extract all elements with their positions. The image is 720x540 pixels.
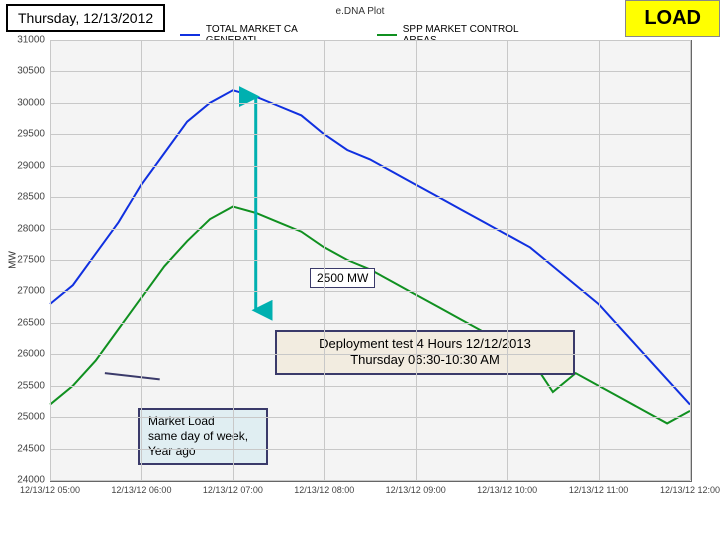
gridline-h xyxy=(50,197,690,198)
gridline-v xyxy=(324,40,325,480)
series-line-spp_market xyxy=(50,207,690,424)
gridline-h xyxy=(50,386,690,387)
gridline-v xyxy=(690,40,691,480)
ytick-label: 29000 xyxy=(5,160,45,171)
ytick-label: 25500 xyxy=(5,380,45,391)
xtick-label: 12/13/12 08:00 xyxy=(294,485,354,495)
xtick-label: 12/13/12 05:00 xyxy=(20,485,80,495)
ytick-label: 28000 xyxy=(5,223,45,234)
ytick-label: 24500 xyxy=(5,443,45,454)
gridline-v xyxy=(50,40,51,480)
gridline-h xyxy=(50,260,690,261)
ytick-label: 26500 xyxy=(5,317,45,328)
ytick-label: 29500 xyxy=(5,129,45,140)
gridline-h xyxy=(50,291,690,292)
gridline-h xyxy=(50,323,690,324)
ytick-label: 26000 xyxy=(5,349,45,360)
ytick-label: 24000 xyxy=(5,475,45,486)
legend-swatch-total xyxy=(180,34,200,36)
ytick-label: 30500 xyxy=(5,66,45,77)
ytick-label: 27500 xyxy=(5,255,45,266)
gridline-h xyxy=(50,166,690,167)
gridline-h xyxy=(50,229,690,230)
gridline-h xyxy=(50,103,690,104)
gridline-h xyxy=(50,354,690,355)
market-line1: Market Load xyxy=(148,414,215,428)
load-badge: LOAD xyxy=(625,0,720,37)
gridline-v xyxy=(507,40,508,480)
callout-deployment: Deployment test 4 Hours 12/12/2013 Thurs… xyxy=(275,330,575,375)
ytick-label: 28500 xyxy=(5,192,45,203)
market-pointer-line xyxy=(105,373,160,379)
deploy-line1: Deployment test 4 Hours 12/12/2013 xyxy=(319,336,531,351)
xtick-label: 12/13/12 12:00 xyxy=(660,485,720,495)
gridline-v xyxy=(141,40,142,480)
gridline-h xyxy=(50,40,690,41)
gridline-h xyxy=(50,417,690,418)
plot-title: e.DNA Plot xyxy=(336,6,385,17)
ytick-label: 25000 xyxy=(5,412,45,423)
gridline-h xyxy=(50,134,690,135)
ytick-label: 30000 xyxy=(5,97,45,108)
xtick-label: 12/13/12 11:00 xyxy=(569,485,628,495)
xtick-label: 12/13/12 06:00 xyxy=(111,485,171,495)
chart-area: MW 2500 MW Deployment test 4 Hours 12/12… xyxy=(50,40,690,480)
xtick-label: 12/13/12 09:00 xyxy=(386,485,446,495)
gridline-h xyxy=(50,480,690,481)
legend-swatch-spp xyxy=(377,34,397,36)
market-line3: Year ago xyxy=(148,444,196,458)
xtick-label: 12/13/12 07:00 xyxy=(203,485,263,495)
gridline-v xyxy=(599,40,600,480)
callout-gap-label: 2500 MW xyxy=(310,268,375,288)
gridline-h xyxy=(50,449,690,450)
xtick-label: 12/13/12 10:00 xyxy=(477,485,537,495)
ytick-label: 31000 xyxy=(5,35,45,46)
gridline-v xyxy=(416,40,417,480)
ytick-label: 27000 xyxy=(5,286,45,297)
gridline-h xyxy=(50,71,690,72)
gridline-v xyxy=(233,40,234,480)
date-box: Thursday, 12/13/2012 xyxy=(6,4,165,32)
